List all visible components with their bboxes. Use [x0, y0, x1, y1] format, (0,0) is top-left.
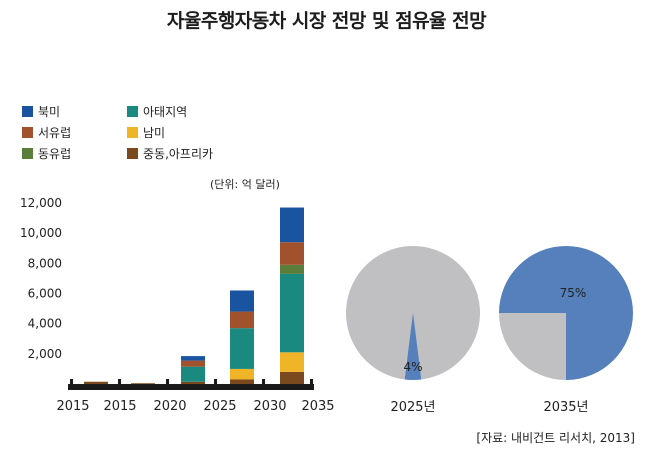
unit-label: (단위: 억 달러) [210, 178, 280, 191]
bar-segment [230, 311, 254, 329]
x-axis-tick [262, 379, 265, 384]
bar-segment [280, 371, 304, 384]
bar-segment [230, 368, 254, 380]
x-tick-label: 2015 [56, 399, 89, 414]
bar-segment [230, 328, 254, 369]
source-note: [자료: 내비건트 리서치, 2013] [476, 431, 635, 445]
x-axis-tick [118, 379, 121, 384]
x-axis-baseline [68, 384, 314, 390]
x-tick-label: 2020 [153, 399, 186, 414]
legend-swatch [127, 127, 138, 138]
legend-item-latin-america: 남미 [127, 124, 165, 141]
legend-label: 북미 [38, 105, 61, 119]
bar-segment [181, 381, 205, 384]
legend-item-eastern-europe: 동유럽 [22, 145, 71, 162]
bar-segment [280, 352, 304, 372]
y-tick-label: 2,000 [28, 347, 62, 361]
pie-slice [404, 309, 422, 380]
pie-slice [499, 313, 566, 380]
legend-item-western-europe: 서유럽 [22, 124, 71, 141]
pie-year-label: 2025년 [390, 400, 435, 415]
bar-segment [280, 207, 304, 243]
legend-swatch [22, 148, 33, 159]
legend-label: 서유럽 [38, 126, 72, 140]
y-tick-label: 8,000 [28, 256, 62, 270]
bar-segment [84, 381, 108, 384]
legend-swatch [127, 106, 138, 117]
legend-item-mea: 중동,아프리카 [127, 145, 213, 162]
bar-segment [280, 273, 304, 353]
x-axis-tick [310, 379, 313, 384]
legend-swatch [127, 148, 138, 159]
x-tick-label: 2025 [203, 399, 236, 414]
x-axis-tick [70, 379, 73, 384]
x-axis-tick [214, 379, 217, 384]
legend-item-north-america: 북미 [22, 103, 60, 120]
y-tick-label: 12,000 [20, 196, 62, 210]
bar-segment [181, 366, 205, 382]
legend-swatch [22, 127, 33, 138]
legend-item-asia-pacific: 아태지역 [127, 103, 187, 120]
legend-label: 동유럽 [38, 147, 72, 161]
bar-segment [131, 383, 155, 384]
bar-segment [280, 242, 304, 265]
x-tick-label: 2030 [253, 399, 286, 414]
bar-segment [280, 264, 304, 274]
y-tick-label: 4,000 [28, 317, 62, 331]
chart-title: 자율주행자동차 시장 전망 및 점유율 전망 [166, 10, 487, 32]
y-tick-label: 6,000 [28, 287, 62, 301]
bar-segment [230, 379, 254, 384]
legend-label: 남미 [143, 126, 166, 140]
pie-percent-label: 75% [560, 286, 587, 300]
legend-label: 중동,아프리카 [143, 147, 214, 161]
legend-label: 아태지역 [143, 105, 188, 119]
x-tick-label: 2015 [103, 399, 136, 414]
bar-segment [181, 356, 205, 361]
bar-segment [181, 360, 205, 367]
x-axis-tick [166, 379, 169, 384]
pie-year-label: 2035년 [543, 400, 588, 415]
legend-swatch [22, 106, 33, 117]
x-tick-label: 2035 [301, 399, 334, 414]
bar-segment [230, 290, 254, 312]
pie-percent-label: 4% [403, 360, 422, 374]
y-tick-label: 10,000 [20, 226, 62, 240]
pie-slice [346, 246, 480, 380]
